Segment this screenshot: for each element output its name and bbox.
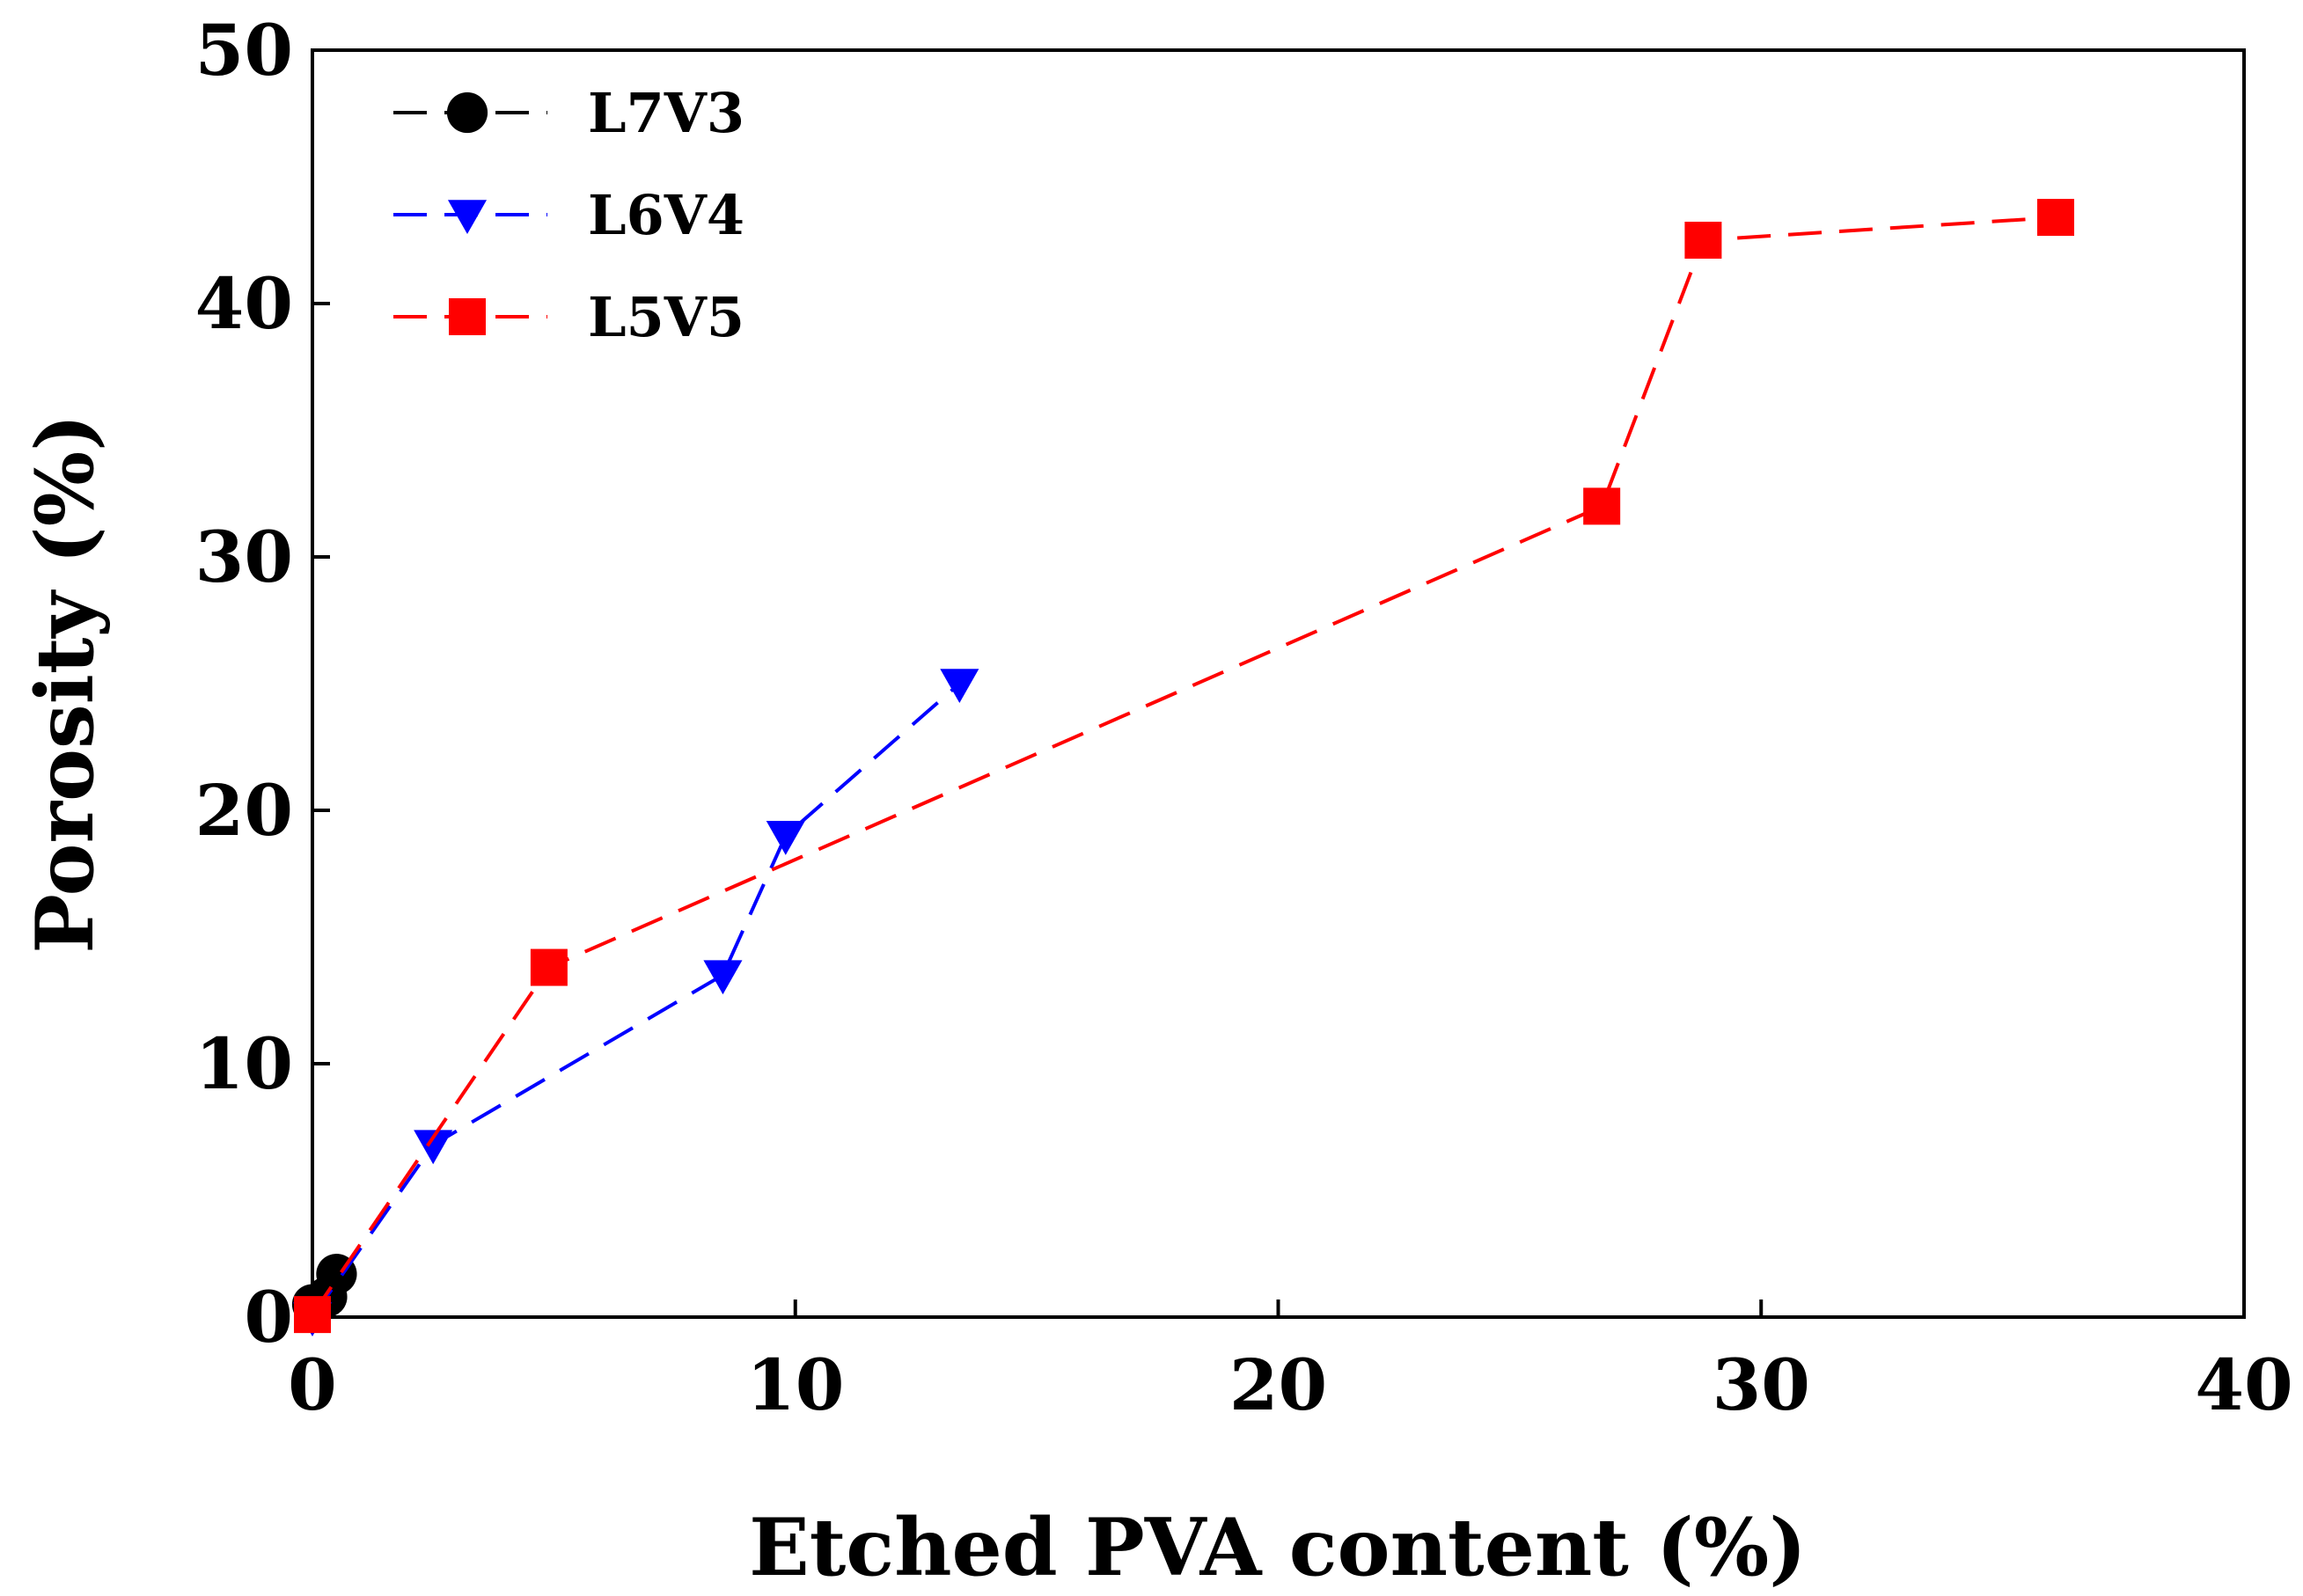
x-tick-label: 20 bbox=[1229, 1343, 1327, 1426]
legend-item-l5v5: L5V5 bbox=[393, 285, 744, 349]
data-point-l5v5 bbox=[294, 1296, 331, 1334]
series-l5v5 bbox=[294, 199, 2074, 1334]
legend-marker-l5v5 bbox=[449, 298, 486, 335]
data-point-l6v4 bbox=[766, 821, 805, 855]
series-line-l5v5 bbox=[311, 216, 2057, 1316]
y-tick-label: 10 bbox=[195, 1022, 293, 1105]
legend-label-l6v4: L6V4 bbox=[588, 183, 744, 247]
data-point-l5v5 bbox=[530, 948, 568, 986]
legend-label-l7v3: L7V3 bbox=[588, 81, 744, 145]
y-tick-label: 0 bbox=[244, 1276, 293, 1358]
legend-item-l7v3: L7V3 bbox=[393, 81, 744, 145]
y-tick-label: 20 bbox=[195, 769, 293, 852]
data-point-l5v5 bbox=[1684, 222, 1722, 259]
series-line-l6v4 bbox=[311, 682, 961, 1319]
series-layer bbox=[291, 199, 2074, 1337]
x-tick-label: 0 bbox=[288, 1343, 337, 1426]
y-axis-title: Porosity (%) bbox=[18, 414, 112, 953]
legend-item-l6v4: L6V4 bbox=[393, 183, 744, 247]
x-tick-label: 30 bbox=[1713, 1343, 1810, 1426]
y-tick-label: 50 bbox=[195, 9, 293, 92]
axes-layer: 0 10 20 30 40 0 10 20 30 40 50 bbox=[195, 9, 2293, 1426]
data-point-l6v4 bbox=[703, 960, 743, 995]
x-tick-label: 40 bbox=[2195, 1343, 2292, 1426]
data-point-l6v4 bbox=[940, 669, 979, 704]
series-l6v4 bbox=[292, 669, 979, 1337]
legend-marker-l7v3 bbox=[446, 92, 488, 134]
data-point-l6v4 bbox=[414, 1130, 453, 1165]
legend: L7V3 L6V4 L5V5 bbox=[393, 81, 744, 349]
x-axis-title: Etched PVA content (%) bbox=[749, 1501, 1807, 1594]
data-point-l5v5 bbox=[2036, 199, 2074, 237]
legend-label-l5v5: L5V5 bbox=[588, 285, 744, 349]
y-tick-label: 30 bbox=[195, 516, 293, 598]
data-point-l5v5 bbox=[1583, 487, 1621, 525]
x-tick-label: 10 bbox=[746, 1343, 844, 1426]
legend-marker-l6v4 bbox=[447, 200, 488, 235]
y-tick-label: 40 bbox=[195, 262, 293, 345]
